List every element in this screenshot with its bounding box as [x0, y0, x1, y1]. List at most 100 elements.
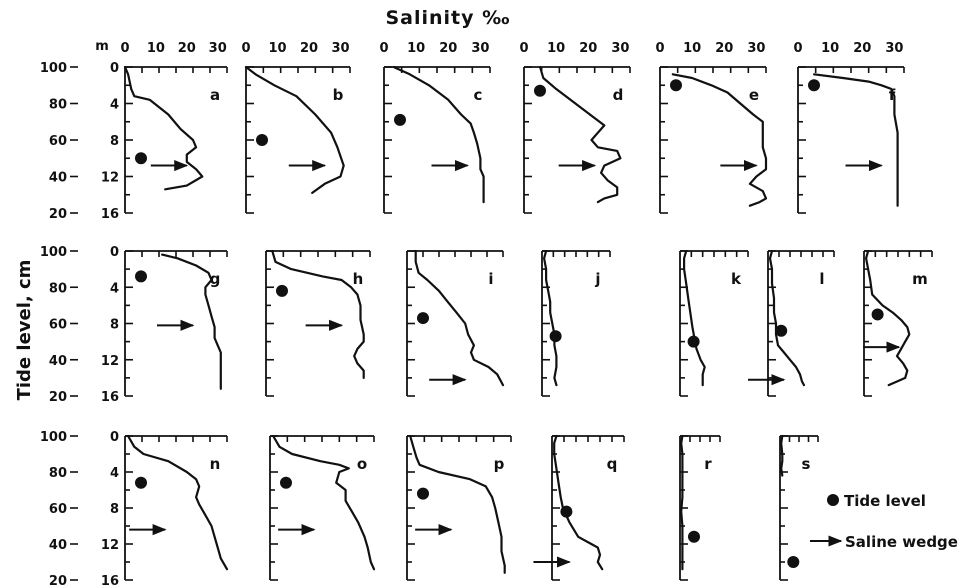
- x-tick-label: 0: [519, 41, 528, 56]
- y-tick-label-m: 16: [101, 390, 119, 405]
- legend: Tide level Saline wedge: [810, 492, 958, 551]
- y-tick-label-m: 8: [110, 502, 119, 517]
- y-tick-label-m: 16: [101, 574, 119, 585]
- depth-unit-label: m: [95, 39, 109, 54]
- panel-f-salinity-curve: [812, 73, 899, 207]
- panel-n: 100 0 80 4 60 8 40 12 20 16 n: [40, 430, 229, 585]
- legend-wedge-label: Saline wedge: [845, 533, 958, 551]
- y-tick-label-m: 4: [110, 466, 119, 481]
- x-tick-label: 30: [885, 41, 903, 56]
- panel-q-salinity-curve: [553, 434, 604, 571]
- x-tick-label: 20: [579, 41, 597, 56]
- panel-s: s: [779, 434, 819, 581]
- panel-r-salinity-curve: [680, 434, 684, 571]
- panel-f-tide-dot: [808, 79, 820, 92]
- y-tick-label-cm: 80: [49, 281, 67, 296]
- panel-j-salinity-curve: [542, 249, 558, 387]
- panel-h-tide-dot: [276, 284, 288, 297]
- figure-title: Salinity ‰: [385, 7, 510, 29]
- panel-n-label: n: [210, 455, 221, 473]
- x-tick-label: 20: [300, 41, 318, 56]
- panel-l-tide-dot: [775, 324, 788, 337]
- y-tick-label-m: 0: [110, 430, 119, 445]
- x-tick-label: 10: [268, 41, 286, 56]
- x-tick-label: 30: [209, 41, 227, 56]
- panel-m: m: [863, 249, 933, 397]
- y-tick-label-cm: 40: [49, 354, 67, 369]
- panel-c-salinity-curve: [392, 65, 485, 204]
- y-tick-label-m: 0: [110, 61, 119, 76]
- x-tick-label: 30: [747, 41, 765, 56]
- panel-d: 0 10 20 30 d: [519, 41, 631, 214]
- y-tick-label-cm: 80: [49, 98, 67, 113]
- panel-i-salinity-curve: [414, 249, 505, 387]
- panel-q-tide-dot: [560, 505, 573, 518]
- y-tick-label-m: 8: [110, 134, 119, 149]
- panel-r-label: r: [704, 455, 712, 473]
- panel-k-tide-dot: [687, 335, 700, 348]
- x-tick-label: 20: [178, 41, 196, 56]
- panel-q-label: q: [607, 455, 618, 473]
- y-tick-label-m: 16: [101, 207, 119, 222]
- panel-b-salinity-curve: [244, 65, 345, 194]
- x-tick-label: 30: [611, 41, 629, 56]
- y-tick-label-cm: 80: [49, 466, 67, 481]
- panel-a: 0 10 20 30 100 0 80 4 60 8 40 12 20 16 a: [40, 41, 228, 222]
- panel-e: 0 10 20 30 e: [655, 41, 768, 214]
- panel-c-tide-dot: [394, 113, 406, 126]
- y-tick-label-cm: 20: [49, 390, 67, 405]
- x-tick-label: 20: [853, 41, 871, 56]
- panel-o-label: o: [357, 455, 367, 473]
- y-tick-label-m: 12: [101, 354, 119, 369]
- panel-k-salinity-curve: [682, 249, 706, 387]
- x-tick-label: 10: [407, 41, 425, 56]
- y-tick-label-m: 4: [110, 281, 119, 296]
- panel-e-label: e: [749, 86, 759, 104]
- panel-r: r: [679, 434, 721, 581]
- x-tick-label: 10: [147, 41, 165, 56]
- panel-b-label: b: [333, 86, 344, 104]
- panel-h: h: [265, 249, 371, 397]
- panel-g-salinity-curve: [161, 253, 222, 390]
- panel-b-tide-dot: [256, 134, 268, 146]
- panel-p: p: [406, 434, 512, 581]
- panel-p-tide-dot: [417, 487, 429, 500]
- x-tick-label: 30: [331, 41, 349, 56]
- y-tick-label-cm: 20: [49, 207, 67, 222]
- x-tick-label: 20: [439, 41, 457, 56]
- y-tick-label-m: 0: [110, 245, 119, 260]
- panel-g-label: g: [210, 270, 221, 288]
- panel-h-label: h: [353, 270, 364, 288]
- panel-m-tide-dot: [871, 308, 884, 321]
- panel-j-label: j: [594, 270, 600, 288]
- legend-tide-label: Tide level: [844, 492, 926, 510]
- x-tick-label: 10: [683, 41, 701, 56]
- panel-a-tide-dot: [135, 152, 147, 165]
- x-tick-label: 0: [793, 41, 802, 56]
- panel-n-salinity-curve: [127, 434, 229, 571]
- y-tick-label-m: 12: [101, 538, 119, 553]
- panel-k-label: k: [731, 270, 742, 288]
- panel-l-salinity-curve: [768, 249, 806, 387]
- panel-m-salinity-curve: [864, 249, 911, 387]
- y-tick-label-cm: 60: [49, 318, 67, 333]
- x-tick-label: 10: [821, 41, 839, 56]
- panel-p-salinity-curve: [409, 434, 506, 574]
- panel-d-label: d: [613, 86, 624, 104]
- y-tick-label-cm: 20: [49, 574, 67, 585]
- legend-tide-level: Tide level: [827, 492, 926, 510]
- panel-f-label: f: [889, 86, 896, 104]
- x-tick-label: 0: [120, 41, 129, 56]
- x-tick-label: 0: [241, 41, 250, 56]
- panel-i: i: [406, 249, 505, 397]
- panel-o-tide-dot: [280, 476, 292, 489]
- panel-s-salinity-curve: [780, 434, 784, 477]
- y-tick-label-cm: 60: [49, 502, 67, 517]
- x-tick-label: 0: [379, 41, 388, 56]
- panel-l: l: [748, 249, 835, 397]
- panel-j-tide-dot: [549, 330, 562, 343]
- panel-s-tide-dot: [787, 556, 800, 568]
- panel-d-salinity-curve: [538, 65, 622, 204]
